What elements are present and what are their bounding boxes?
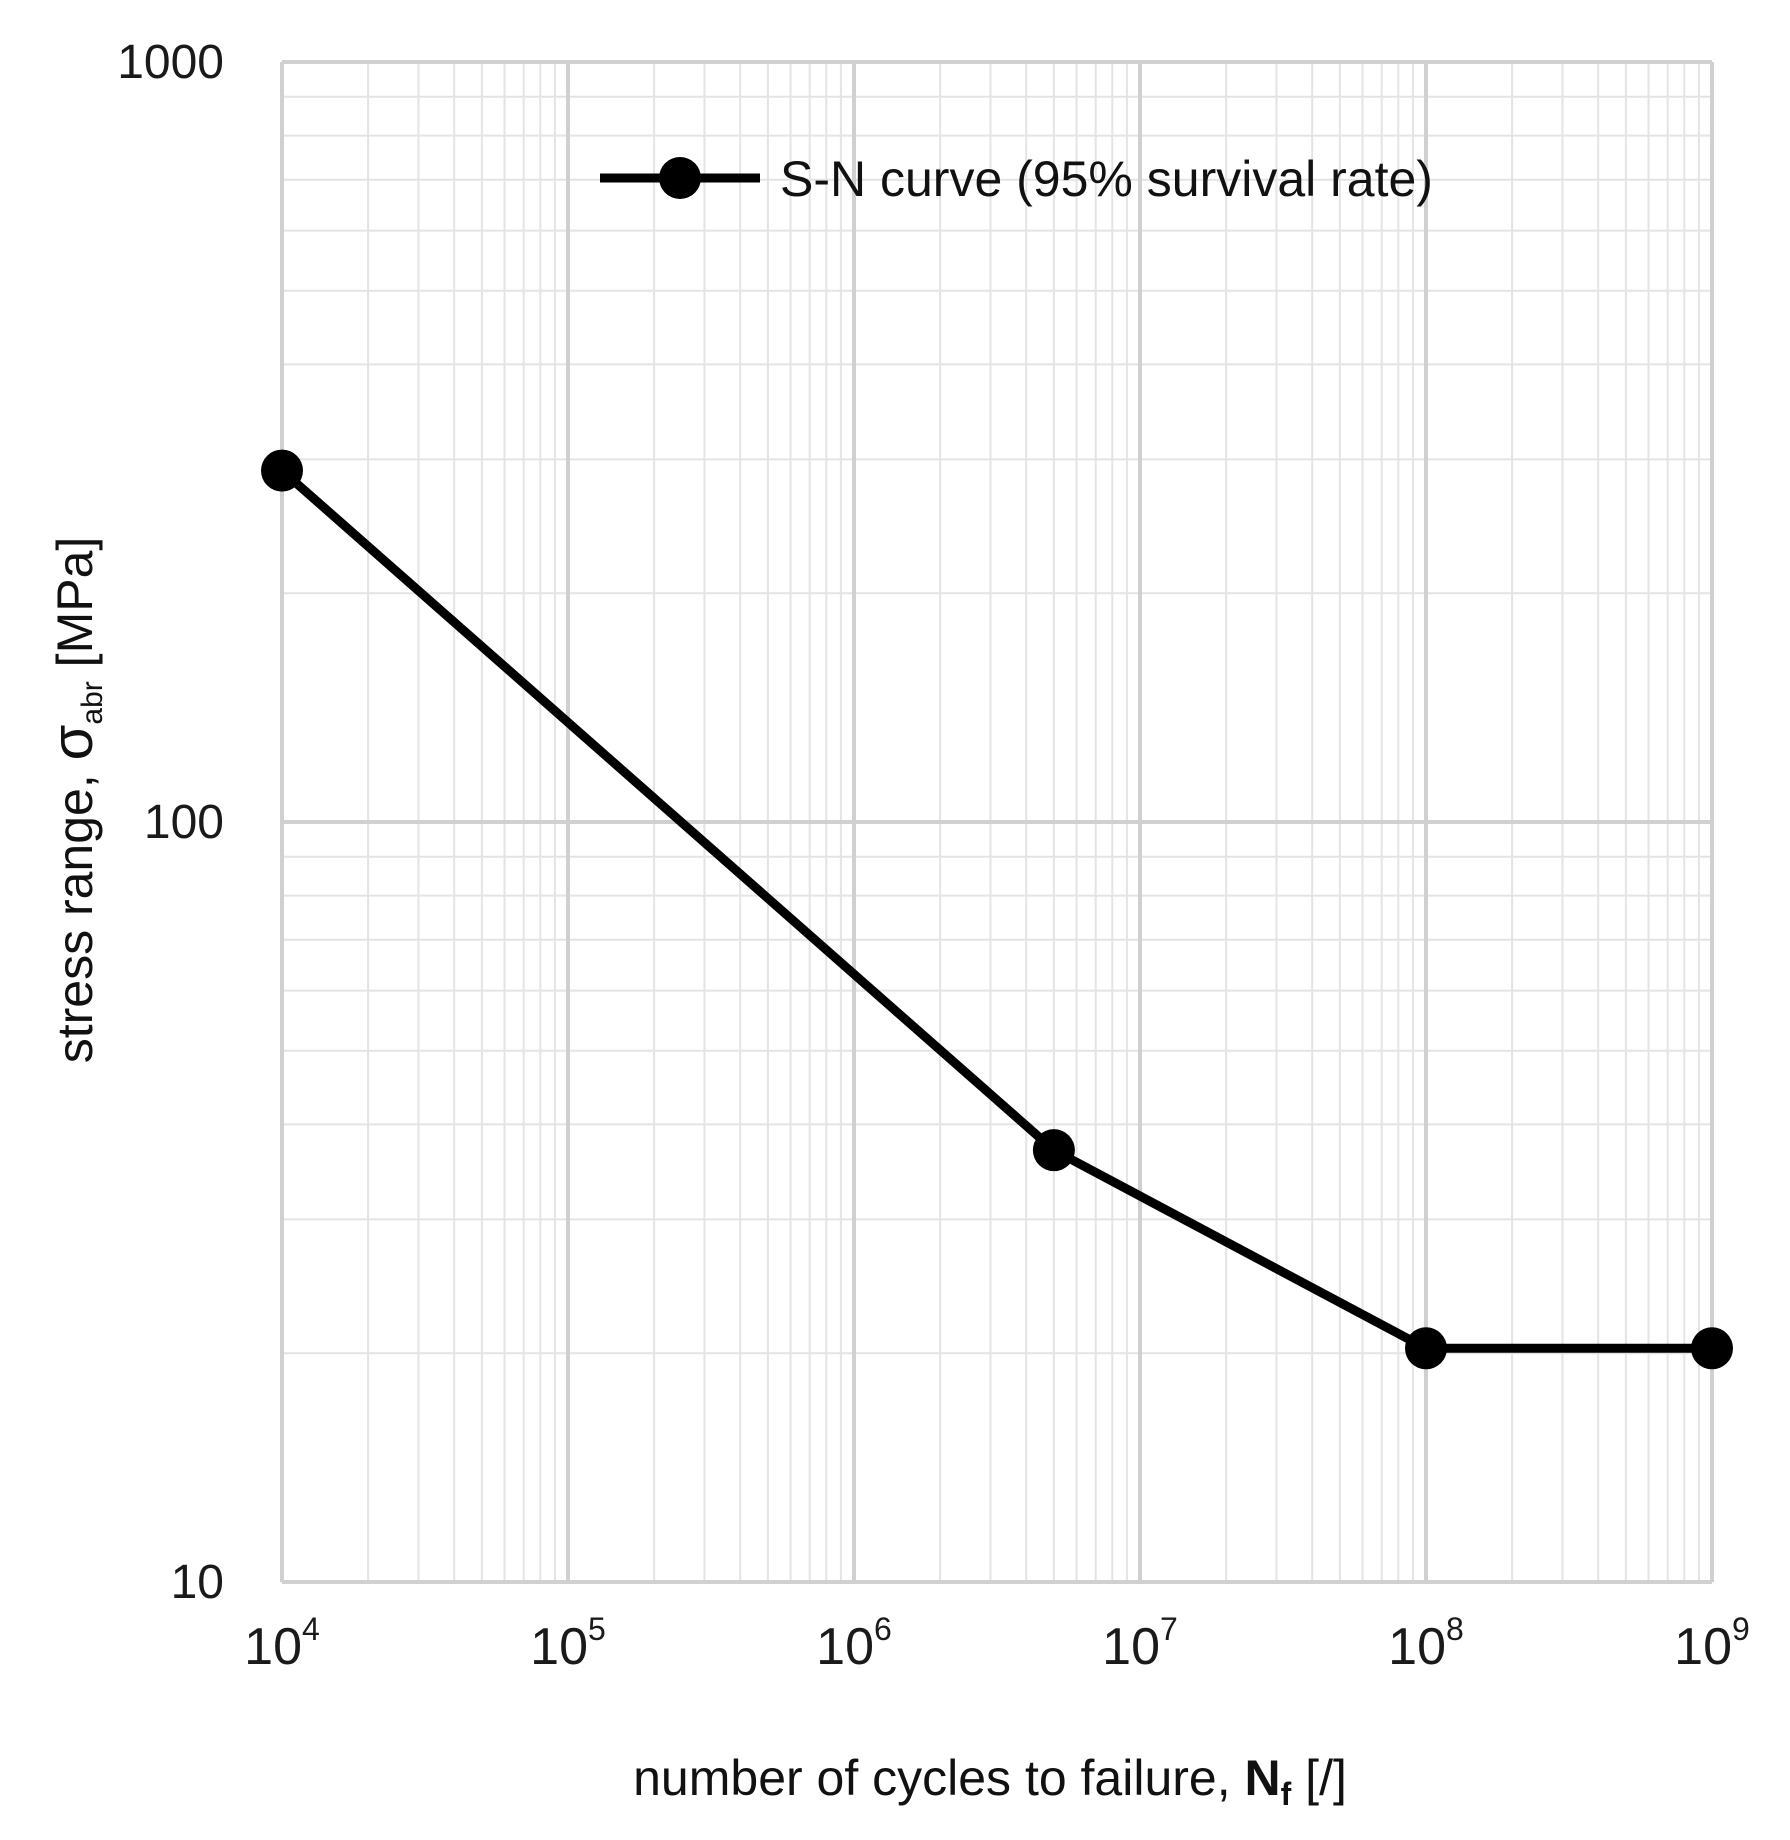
y-axis-label: stress range, σabr [MPa]: [40, 537, 109, 1064]
legend-marker: [659, 157, 701, 199]
x-tick-label: 105: [530, 1611, 606, 1676]
y-tick-label: 1000: [117, 36, 224, 89]
y-axis-tick-labels: 10 100 1000: [117, 36, 224, 1609]
y-tick-label: 100: [144, 796, 224, 849]
series-layer: [261, 449, 1733, 1370]
data-point: [1032, 1129, 1075, 1172]
x-axis-label: number of cycles to failure, Nf [/]: [633, 1750, 1347, 1812]
y-tick-label: 10: [171, 1556, 224, 1609]
legend-label: S-N curve (95% survival rate): [780, 151, 1433, 207]
major-gridlines: [280, 60, 1714, 1584]
data-point: [1691, 1327, 1733, 1370]
series-line: [279, 467, 1712, 1353]
x-tick-label: 104: [244, 1611, 320, 1676]
x-axis-tick-labels: 104 105 106 107 108 109: [244, 1611, 1750, 1676]
x-tick-label: 109: [1674, 1611, 1750, 1676]
x-tick-label: 108: [1388, 1611, 1464, 1676]
legend: S-N curve (95% survival rate): [600, 151, 1433, 207]
data-point: [1405, 1327, 1447, 1370]
x-tick-label: 106: [816, 1611, 892, 1676]
x-tick-label: 107: [1102, 1611, 1178, 1676]
data-point: [261, 449, 303, 492]
